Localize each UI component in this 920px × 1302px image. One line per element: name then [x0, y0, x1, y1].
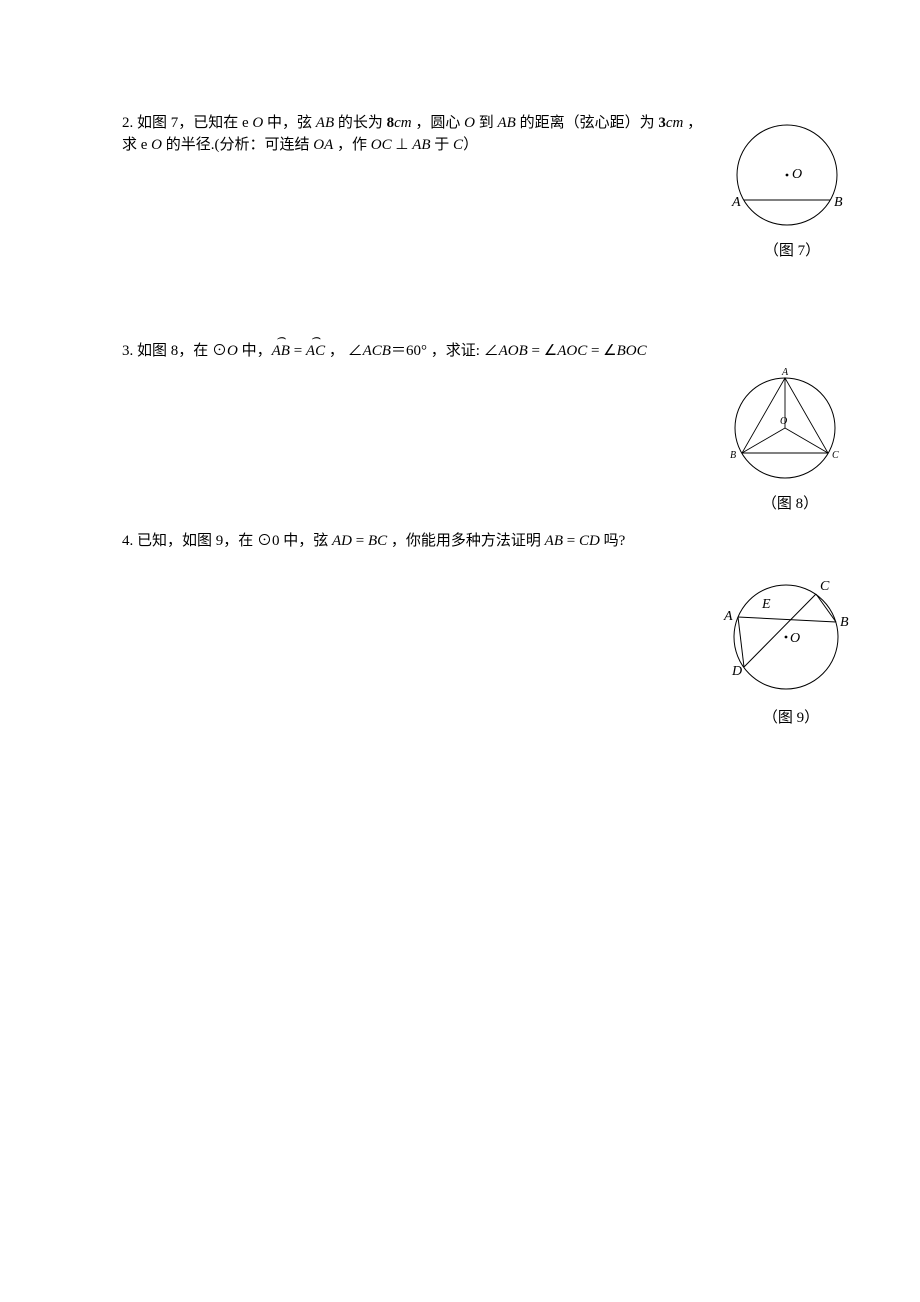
- svg-text:E: E: [761, 597, 771, 612]
- text: 到: [475, 115, 498, 131]
- var-O: O: [464, 115, 475, 131]
- var-AB: AB: [316, 115, 334, 131]
- svg-text:A: A: [723, 609, 733, 624]
- var-CD: CD: [579, 533, 600, 549]
- problem-3-num: 3.: [122, 343, 133, 359]
- problem-4-num: 4.: [122, 533, 133, 549]
- text: 吗?: [600, 533, 625, 549]
- var-C: C: [453, 137, 463, 153]
- problem-3: 3. 如图 8，在 ⊙O 中，AB = AC ， ∠ACB＝60° ，求证: ∠…: [122, 341, 762, 363]
- text: ，你能用多种方法证明: [387, 533, 545, 549]
- problem-2: 2. 如图 7，已知在 e O 中，弦 AB 的长为 8cm ，圆心 O 到 A…: [122, 113, 722, 157]
- text: 中，弦: [263, 115, 316, 131]
- var-AOC: AOC: [557, 343, 587, 359]
- text: 的长为: [334, 115, 387, 131]
- figure-7-svg: O A B: [722, 120, 852, 235]
- text: =: [563, 533, 579, 549]
- text: 求 e: [122, 137, 151, 153]
- text: = ∠: [528, 343, 557, 359]
- var-BC: BC: [368, 533, 387, 549]
- figure-9-svg: A D C B E O: [716, 572, 861, 702]
- svg-text:C: C: [820, 579, 830, 594]
- var-O: O: [151, 137, 162, 153]
- svg-text:A: A: [781, 368, 789, 378]
- text: ，: [683, 115, 702, 131]
- var-ACB: ACB: [363, 343, 391, 359]
- var-AB: AB: [545, 533, 563, 549]
- arc-AB: AB: [272, 341, 290, 363]
- svg-text:O: O: [780, 416, 787, 427]
- svg-text:O: O: [792, 167, 802, 182]
- svg-text:O: O: [790, 631, 800, 646]
- text: ， ∠: [325, 343, 363, 359]
- text: ，作: [333, 137, 371, 153]
- var-AD: AD: [332, 533, 352, 549]
- svg-text:A: A: [731, 195, 741, 210]
- var-AOB: AOB: [499, 343, 528, 359]
- unit: cm: [394, 115, 412, 131]
- num: 8: [387, 115, 395, 131]
- problem-4: 4. 已知，如图 9，在 ⊙0 中，弦 AD = BC ，你能用多种方法证明 A…: [122, 531, 762, 553]
- figure-7: O A B （图 7）: [722, 120, 862, 260]
- var-AB: AB: [412, 137, 430, 153]
- figure-8-svg: A B C O: [720, 368, 850, 488]
- text: 的距离（弦心距）为: [516, 115, 659, 131]
- figure-9-caption: （图 9）: [716, 706, 866, 727]
- figure-8-caption: （图 8）: [720, 492, 860, 513]
- var-OA: OA: [313, 137, 333, 153]
- svg-text:D: D: [731, 664, 742, 679]
- text: = ∠: [587, 343, 616, 359]
- text: 如图 8，在 ⊙: [137, 343, 227, 359]
- text: ，圆心: [412, 115, 465, 131]
- figure-9: A D C B E O （图 9）: [716, 572, 866, 727]
- eq: =: [290, 343, 306, 359]
- svg-text:B: B: [834, 195, 843, 210]
- text: ）: [463, 137, 478, 153]
- var-AB: AB: [498, 115, 516, 131]
- figure-8: A B C O （图 8）: [720, 368, 860, 513]
- text: 于: [431, 137, 454, 153]
- text: 已知，如图 9，在 ⊙0 中，弦: [137, 533, 332, 549]
- text: 的半径.(分析：可连结: [162, 137, 313, 153]
- svg-text:B: B: [840, 615, 849, 630]
- figure-7-caption: （图 7）: [722, 239, 862, 260]
- var-BOC: BOC: [617, 343, 647, 359]
- text: =: [352, 533, 368, 549]
- text: 如图 7，已知在 e: [137, 115, 252, 131]
- svg-text:B: B: [730, 450, 736, 461]
- page: 2. 如图 7，已知在 e O 中，弦 AB 的长为 8cm ，圆心 O 到 A…: [0, 0, 920, 1302]
- var-O: O: [252, 115, 263, 131]
- problem-2-num: 2.: [122, 115, 133, 131]
- svg-text:C: C: [832, 450, 839, 461]
- arc-AC: AC: [306, 341, 325, 363]
- num: 3: [658, 115, 666, 131]
- text: 中，: [238, 343, 272, 359]
- text: ＝60° ，求证: ∠: [391, 343, 499, 359]
- var-OC: OC: [371, 137, 392, 153]
- var-O: O: [227, 343, 238, 359]
- text: ⊥: [392, 137, 413, 153]
- unit: cm: [666, 115, 684, 131]
